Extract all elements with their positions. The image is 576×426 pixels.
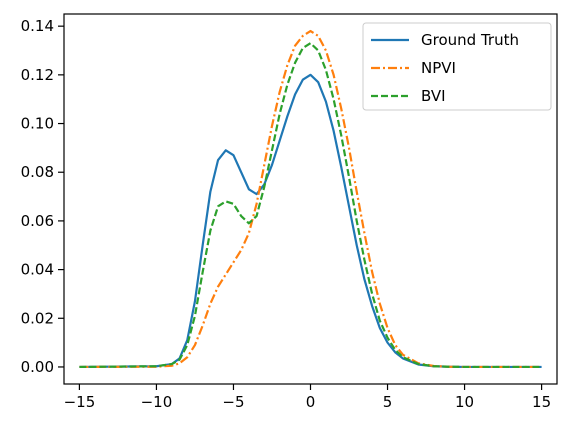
- x-tick-label: −10: [141, 393, 173, 411]
- x-tick-label: −5: [222, 393, 244, 411]
- y-tick-label: 0.14: [21, 17, 54, 35]
- series-line-0: [79, 73, 542, 369]
- x-tick-label: 15: [532, 393, 551, 411]
- y-tick-label: 0.08: [21, 163, 54, 181]
- y-tick-label: 0.04: [21, 261, 54, 279]
- legend-label-0: Ground Truth: [421, 31, 519, 49]
- legend-label-1: NPVI: [421, 59, 456, 77]
- y-tick-label: 0.06: [21, 212, 54, 230]
- x-tick-label: 10: [455, 393, 474, 411]
- series-layer: [79, 29, 542, 369]
- series-line-1: [79, 29, 542, 369]
- series-line-2: [79, 42, 542, 369]
- x-tick-label: −15: [64, 393, 96, 411]
- x-tick-label: 0: [306, 393, 316, 411]
- legend-box: [362, 22, 552, 111]
- y-tick-label: 0.02: [21, 309, 54, 327]
- plot-area-frame: [63, 13, 558, 385]
- tick-layer: −15 −10 −5 0 5 10 15 0.00 0.02 0.04 0.06 0.08 0.10 0.…: [21, 17, 552, 411]
- legend-label-2: BVI: [421, 87, 446, 105]
- y-tick-label: 0.12: [21, 66, 54, 84]
- y-tick-label: 0.00: [21, 358, 54, 376]
- x-tick-label: 5: [383, 393, 393, 411]
- y-tick-label: 0.10: [21, 115, 54, 133]
- legend: Ground Truth NPVI BVI: [362, 22, 552, 111]
